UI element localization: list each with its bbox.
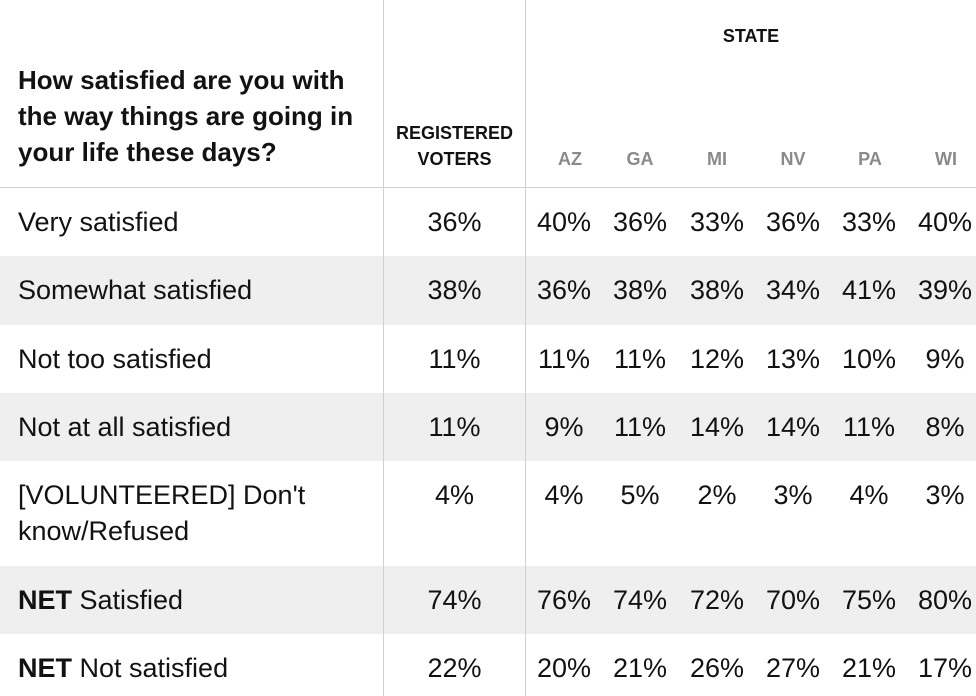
nv-value: 3%: [773, 480, 813, 510]
wi-value: 39%: [917, 275, 973, 305]
state-heading-ga: GA: [626, 149, 654, 169]
mi-value: 33%: [689, 207, 745, 237]
wi-value: 17%: [917, 653, 973, 683]
registered-voters-value: 36%: [427, 207, 482, 237]
row-label: Not too satisfied: [18, 341, 378, 377]
row-label-text: Not at all satisfied: [18, 412, 232, 442]
pa-value: 11%: [842, 412, 896, 442]
pa-value: 75%: [841, 585, 897, 615]
table-row: Not too satisfied 11% 11% 11% 12% 13% 10…: [0, 325, 976, 393]
table-row: Not at all satisfied 11% 9% 11% 14% 14% …: [0, 393, 976, 461]
mi-value: 72%: [689, 585, 745, 615]
mi-value: 12%: [689, 344, 745, 374]
mi-value: 14%: [689, 412, 745, 442]
nv-value: 36%: [765, 207, 821, 237]
row-label-text: Not too satisfied: [18, 344, 212, 374]
registered-voters-heading: REGISTERED VOTERS: [395, 123, 514, 169]
registered-voters-value: 22%: [427, 653, 482, 683]
ga-value: 5%: [620, 480, 660, 510]
row-label-text: Not satisfied: [79, 653, 229, 683]
nv-value: 13%: [765, 344, 821, 374]
row-label: Not at all satisfied: [18, 409, 378, 445]
column-divider: [383, 0, 384, 696]
az-value: 11%: [537, 344, 591, 374]
pa-value: 33%: [841, 207, 897, 237]
ga-value: 74%: [612, 585, 668, 615]
pa-value: 4%: [849, 480, 889, 510]
ga-value: 38%: [612, 275, 668, 305]
ga-value: 21%: [612, 653, 668, 683]
nv-value: 27%: [765, 653, 821, 683]
row-label-text: [VOLUNTEERED] Don't know/Refused: [18, 480, 306, 546]
row-label: [VOLUNTEERED] Don't know/Refused: [18, 477, 348, 549]
registered-voters-value: 4%: [434, 480, 475, 510]
state-heading-nv: NV: [780, 149, 806, 169]
registered-voters-value: 11%: [428, 344, 481, 374]
mi-value: 26%: [689, 653, 745, 683]
nv-value: 14%: [765, 412, 821, 442]
state-heading-pa: PA: [858, 149, 882, 169]
table-row: Somewhat satisfied 38% 36% 38% 38% 34% 4…: [0, 256, 976, 325]
wi-value: 80%: [917, 585, 973, 615]
row-label-text: Satisfied: [79, 585, 184, 615]
state-heading-mi: MI: [707, 149, 727, 169]
wi-value: 40%: [917, 207, 973, 237]
ga-value: 11%: [613, 344, 667, 374]
state-heading-az: AZ: [558, 149, 582, 169]
table-row: [VOLUNTEERED] Don't know/Refused 4% 4% 5…: [0, 461, 976, 566]
wi-value: 8%: [925, 412, 965, 442]
row-label: NET Not satisfied: [18, 650, 378, 686]
table-header: How satisfied are you with the way thing…: [0, 0, 976, 188]
az-value: 36%: [536, 275, 592, 305]
az-value: 76%: [536, 585, 592, 615]
wi-value: 3%: [925, 480, 965, 510]
mi-value: 2%: [697, 480, 737, 510]
az-value: 20%: [536, 653, 592, 683]
row-label: Very satisfied: [18, 204, 378, 240]
pa-value: 41%: [841, 275, 897, 305]
registered-voters-value: 38%: [427, 275, 482, 305]
az-value: 9%: [544, 412, 584, 442]
row-label: NET Satisfied: [18, 582, 378, 618]
state-group-heading: STATE: [722, 26, 780, 46]
question-heading: How satisfied are you with the way thing…: [18, 65, 354, 167]
state-heading-wi: WI: [935, 149, 957, 169]
registered-voters-value: 11%: [428, 412, 481, 442]
row-prefix: NET: [18, 653, 72, 683]
table-row: NET Not satisfied 22% 20% 21% 26% 27% 21…: [0, 634, 976, 696]
row-label-text: Very satisfied: [18, 207, 179, 237]
row-label: Somewhat satisfied: [18, 272, 378, 308]
pa-value: 21%: [841, 653, 897, 683]
nv-value: 34%: [765, 275, 821, 305]
registered-voters-value: 74%: [427, 585, 482, 615]
mi-value: 38%: [689, 275, 745, 305]
nv-value: 70%: [765, 585, 821, 615]
pa-value: 10%: [841, 344, 897, 374]
row-prefix: NET: [18, 585, 72, 615]
row-label-text: Somewhat satisfied: [18, 275, 253, 305]
az-value: 40%: [536, 207, 592, 237]
az-value: 4%: [544, 480, 584, 510]
table-row: NET Satisfied 74% 76% 74% 72% 70% 75% 80…: [0, 566, 976, 634]
wi-value: 9%: [925, 344, 965, 374]
table-body: Very satisfied 36% 40% 36% 33% 36% 33% 4…: [0, 188, 976, 696]
ga-value: 36%: [612, 207, 668, 237]
table-row: Very satisfied 36% 40% 36% 33% 36% 33% 4…: [0, 188, 976, 256]
ga-value: 11%: [613, 412, 667, 442]
column-divider: [525, 0, 526, 696]
